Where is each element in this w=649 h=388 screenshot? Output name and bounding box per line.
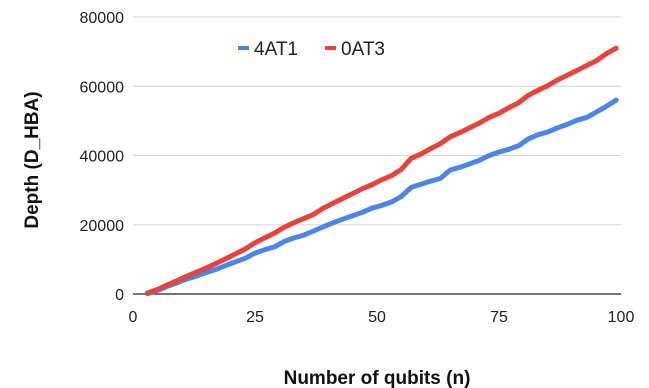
y-tick-label: 20000	[80, 218, 125, 235]
y-tick-label: 0	[115, 287, 124, 304]
y-tick-label: 40000	[80, 149, 125, 166]
x-tick-label: 100	[608, 309, 635, 326]
x-tick-label: 50	[368, 309, 386, 326]
legend-label-4at1: 4AT1	[254, 39, 298, 60]
legend: 4AT1 0AT3	[238, 39, 385, 60]
x-axis-title: Number of qubits (n)	[284, 368, 471, 388]
x-tick-label: 75	[490, 309, 508, 326]
tick-labels: 0 20000 40000 60000 80000 0 25 50 75 100	[80, 10, 635, 326]
x-tick-label: 0	[129, 309, 138, 326]
legend-label-0at3: 0AT3	[341, 39, 385, 60]
grid-lines	[133, 16, 621, 295]
series-line-0at3	[145, 45, 619, 296]
x-tick-label: 25	[246, 309, 264, 326]
series-lines	[145, 45, 619, 297]
y-axis-title: Depth (D_HBA)	[22, 91, 43, 228]
y-tick-label: 60000	[80, 79, 125, 96]
y-tick-label: 80000	[80, 10, 125, 27]
series-line-4at1	[145, 97, 619, 297]
